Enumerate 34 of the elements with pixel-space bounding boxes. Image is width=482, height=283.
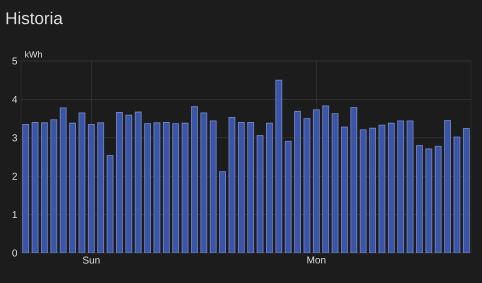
bar xyxy=(200,112,208,253)
bar xyxy=(322,106,330,253)
bar xyxy=(88,124,95,253)
y-tick-label: 4 xyxy=(12,96,18,103)
bar xyxy=(284,140,292,253)
bar xyxy=(172,123,180,253)
bar xyxy=(462,128,470,253)
bar xyxy=(22,124,29,253)
bar xyxy=(50,119,58,253)
bar xyxy=(97,122,104,253)
bar xyxy=(125,114,132,253)
y-tick-label: 0 xyxy=(12,249,18,257)
y-tick-label: 3 xyxy=(12,134,18,142)
bar xyxy=(360,129,367,253)
bar xyxy=(397,120,404,253)
y-tick-label: 1 xyxy=(12,211,17,218)
bar xyxy=(60,107,67,253)
bar xyxy=(434,146,442,253)
bar xyxy=(162,122,170,253)
chart-title: Historia xyxy=(6,12,63,24)
bar xyxy=(247,122,254,253)
bar xyxy=(210,120,217,253)
bar xyxy=(238,122,245,253)
x-tick-label: Sun xyxy=(82,256,100,264)
bar xyxy=(134,112,142,253)
bar xyxy=(388,122,395,253)
bar xyxy=(275,80,282,253)
bar xyxy=(312,109,320,253)
x-tick-label: Mon xyxy=(307,256,326,264)
bar xyxy=(350,107,358,253)
bar xyxy=(425,148,432,253)
y-tick-label: 2 xyxy=(12,172,17,180)
y-tick-label: 5 xyxy=(12,58,18,64)
y-axis-title: kWh xyxy=(25,50,42,58)
